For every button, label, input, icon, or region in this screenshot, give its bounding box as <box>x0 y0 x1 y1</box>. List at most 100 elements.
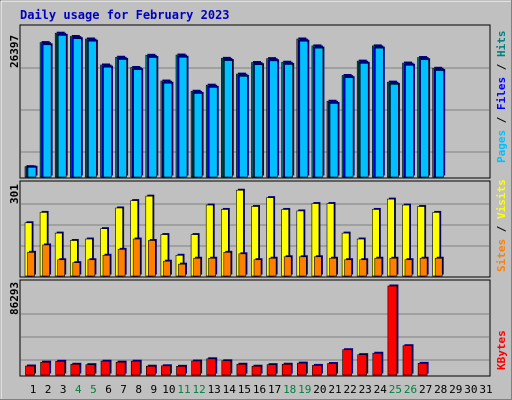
x-tick-label: 27 <box>419 383 432 396</box>
sites-bar <box>148 240 156 277</box>
x-tick-label: 2 <box>45 383 52 396</box>
panel-frame <box>19 279 491 377</box>
kbytes-bar <box>387 285 398 376</box>
sites-bar <box>87 259 96 277</box>
sites-bar <box>163 260 171 277</box>
sites-bar <box>117 249 126 277</box>
x-tick-label: 28 <box>434 383 447 396</box>
pages-bar <box>374 47 384 178</box>
x-axis-labels: 1 2 3 4 5 6 7 8 9 10 11 12 13 14 15 16 17 18 19 20 21 22 23 24 2… <box>30 383 493 396</box>
pages-bar <box>435 70 445 178</box>
sites-bar <box>42 244 50 277</box>
legend-text: Pages / Files / Hits <box>495 31 508 164</box>
sites-bar <box>419 257 428 277</box>
pages-bar <box>359 63 369 178</box>
pages-bar <box>314 47 324 178</box>
y-axis-labels: 26397 301 86293 <box>8 35 21 315</box>
sites-bar <box>27 252 35 277</box>
kbytes-bar <box>327 363 337 376</box>
kbytes-bar <box>281 363 292 376</box>
chart-title: Daily usage for February 2023 <box>20 8 230 22</box>
sites-bar <box>72 262 81 277</box>
sites-bar <box>253 259 262 277</box>
sites-bar <box>389 257 398 277</box>
legend-sites: Sites <box>495 239 508 272</box>
x-tick-label: 7 <box>120 383 127 396</box>
pages-bar <box>405 64 414 178</box>
pages-bar <box>163 82 173 178</box>
sites-bar <box>434 257 443 277</box>
pages-bar <box>118 59 127 178</box>
x-tick-label: 11 <box>177 383 190 396</box>
pages-bar <box>299 40 309 178</box>
pages-bar <box>344 77 354 178</box>
x-tick-label: 24 <box>374 383 388 396</box>
x-tick-label: 23 <box>359 383 372 396</box>
x-tick-label: 8 <box>135 383 142 396</box>
x-tick-label: 4 <box>75 383 82 396</box>
x-tick-label: 19 <box>298 383 311 396</box>
pages-bar <box>239 76 248 178</box>
sites-bar <box>268 257 277 277</box>
pages-bar <box>420 59 429 178</box>
sites-bar <box>178 263 186 277</box>
kbytes-bar <box>312 365 322 376</box>
sites-bar <box>283 256 292 277</box>
pages-bar <box>148 57 158 178</box>
x-tick-label: 30 <box>464 383 477 396</box>
pages-bar <box>254 64 263 178</box>
x-tick-label: 10 <box>162 383 175 396</box>
sites-bar <box>404 259 413 277</box>
x-tick-label: 1 <box>30 383 37 396</box>
kbytes-bar <box>191 360 201 376</box>
x-tick-label: 31 <box>479 383 492 396</box>
sites-bar <box>238 253 247 277</box>
x-tick-label: 20 <box>313 383 326 396</box>
chart-marks <box>21 31 489 376</box>
x-tick-label: 29 <box>449 383 462 396</box>
legend-kbytes: KBytes <box>495 330 508 370</box>
y-max-label: 86293 <box>8 282 21 315</box>
x-tick-label: 22 <box>343 383 356 396</box>
kbytes-bar <box>342 349 352 376</box>
x-tick-label: 26 <box>404 383 417 396</box>
pages-bar <box>73 38 82 178</box>
pages-bar <box>133 69 142 178</box>
kbytes-panel <box>19 279 491 377</box>
legend-separator: / <box>495 219 508 239</box>
pages-bar <box>27 167 37 178</box>
kbytes-bar <box>251 365 262 376</box>
sites-bar <box>193 257 201 277</box>
kbytes-bar <box>266 364 277 376</box>
x-tick-label: 9 <box>150 383 157 396</box>
legend-files: Files <box>495 77 508 110</box>
pages-bar <box>88 40 97 178</box>
kbytes-bar <box>85 364 96 376</box>
sites-bar <box>208 257 216 277</box>
kbytes-bar <box>221 360 232 376</box>
y-max-label: 301 <box>8 184 21 204</box>
sites-bar <box>329 257 337 277</box>
kbytes-bar <box>372 352 383 376</box>
kbytes-bar <box>70 363 81 376</box>
x-tick-label: 3 <box>60 383 67 396</box>
x-tick-label: 5 <box>90 383 97 396</box>
sites-bar <box>102 255 111 277</box>
kbytes-bar <box>357 354 368 376</box>
x-tick-label: 21 <box>328 383 341 396</box>
pages-bar <box>224 60 233 178</box>
kbytes-bar <box>55 360 66 376</box>
x-tick-label: 14 <box>223 383 237 396</box>
pages-bar <box>208 87 218 178</box>
x-tick-label: 13 <box>208 383 221 396</box>
x-tick-label: 16 <box>253 383 266 396</box>
pages-bar <box>390 84 399 178</box>
x-tick-label: 15 <box>238 383 251 396</box>
kbytes-bar <box>40 361 50 376</box>
y-max-label: 26397 <box>8 35 21 68</box>
kbytes-bar <box>130 360 141 376</box>
x-tick-label: 17 <box>268 383 281 396</box>
pages-bar <box>57 35 67 178</box>
legend-separator: / <box>495 57 508 77</box>
